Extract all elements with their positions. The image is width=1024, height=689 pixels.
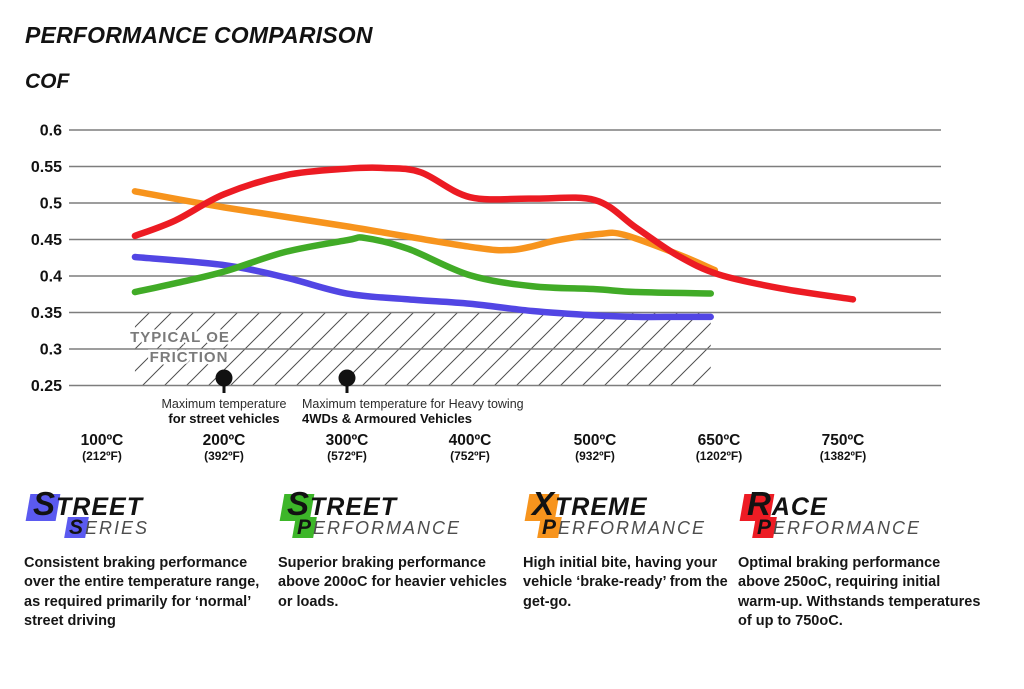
- page-title: PERFORMANCE COMPARISON: [25, 22, 373, 48]
- x-axis-tick-label: 500ºC: [574, 432, 617, 449]
- series-line-race-performance: [131, 164, 857, 303]
- oe-zone-label-line2: FRICTION: [150, 349, 229, 366]
- legend-description: Consistent braking performance over the …: [24, 555, 260, 629]
- logo-word2: PERFORMANCE: [297, 516, 462, 539]
- annotation-line2: for street vehicles: [168, 411, 279, 426]
- y-axis-title: COF: [25, 70, 70, 93]
- max-temp-marker-icon: [215, 369, 233, 387]
- logo-word1: XTREME: [532, 485, 648, 522]
- cof-line-chart: 0.6 0.55 0.5 0.45 0.4 0.35 0.3 0.25 TYPICAL OE FR…: [31, 123, 941, 463]
- logo-word2: PERFORMANCE: [542, 516, 707, 539]
- logo-word1: RACE: [747, 485, 828, 522]
- x-axis-tick-sublabel: (1382ºF): [820, 449, 866, 463]
- logo-word2: SERIES: [69, 516, 150, 539]
- legend-description: High initial bite, having your vehicle ‘…: [523, 555, 728, 610]
- y-axis-tick-label: 0.4: [40, 269, 62, 286]
- annotation-line1: Maximum temperature for Heavy towing: [302, 397, 524, 411]
- y-axis-tick-label: 0.3: [40, 342, 62, 359]
- x-axis-tick-sublabel: (212ºF): [82, 449, 122, 463]
- y-axis-tick-label: 0.25: [31, 378, 62, 395]
- annotation-line2: 4WDs & Armoured Vehicles: [302, 411, 472, 426]
- x-axis-tick-sublabel: (1202ºF): [696, 449, 742, 463]
- max-temp-marker-icon: [338, 369, 356, 387]
- series-line-xtreme-performance: [131, 188, 719, 274]
- race-performance-logo: RACE PERFORMANCE: [738, 485, 986, 548]
- y-axis-tick-label: 0.35: [31, 305, 62, 322]
- legend-description: Superior braking performance above 200oC…: [278, 555, 507, 610]
- x-axis-tick-label: 300ºC: [326, 432, 369, 449]
- x-axis-tick-label: 100ºC: [81, 432, 124, 449]
- logo-word1: STREET: [33, 485, 143, 522]
- logo-word1: STREET: [287, 485, 397, 522]
- legend-item-street-series: STREET SERIES Consistent braking perform…: [24, 485, 266, 631]
- x-axis-tick-label: 400ºC: [449, 432, 492, 449]
- x-axis-tick-label: 750ºC: [822, 432, 865, 449]
- legend-item-street-performance: STREET PERFORMANCE Superior braking perf…: [278, 485, 516, 612]
- logo-word2: PERFORMANCE: [757, 516, 922, 539]
- series-line-street-performance: [131, 234, 714, 297]
- legend-description: Optimal braking performance above 250oC,…: [738, 555, 981, 629]
- x-axis-tick-label: 200ºC: [203, 432, 246, 449]
- y-axis-tick-label: 0.55: [31, 159, 62, 176]
- y-axis-tick-label: 0.6: [40, 123, 62, 140]
- series-line-street-series: [131, 253, 714, 321]
- street-series-logo: STREET SERIES: [24, 485, 266, 548]
- x-axis-tick-sublabel: (572ºF): [327, 449, 367, 463]
- x-axis-tick-sublabel: (932ºF): [575, 449, 615, 463]
- xtreme-performance-logo: XTREME PERFORMANCE: [523, 485, 728, 548]
- legend-item-race-performance: RACE PERFORMANCE Optimal braking perform…: [738, 485, 986, 631]
- street-performance-logo: STREET PERFORMANCE: [278, 485, 516, 548]
- x-axis-tick-sublabel: (392ºF): [204, 449, 244, 463]
- x-axis-tick-sublabel: (752ºF): [450, 449, 490, 463]
- y-axis-tick-label: 0.45: [31, 232, 62, 249]
- legend-item-xtreme-performance: XTREME PERFORMANCE High initial bite, ha…: [523, 485, 728, 612]
- oe-zone-label-line1: TYPICAL OE: [130, 329, 230, 346]
- annotation-line1: Maximum temperature: [161, 397, 286, 411]
- y-axis-tick-label: 0.5: [40, 196, 62, 213]
- x-axis-tick-label: 650ºC: [698, 432, 741, 449]
